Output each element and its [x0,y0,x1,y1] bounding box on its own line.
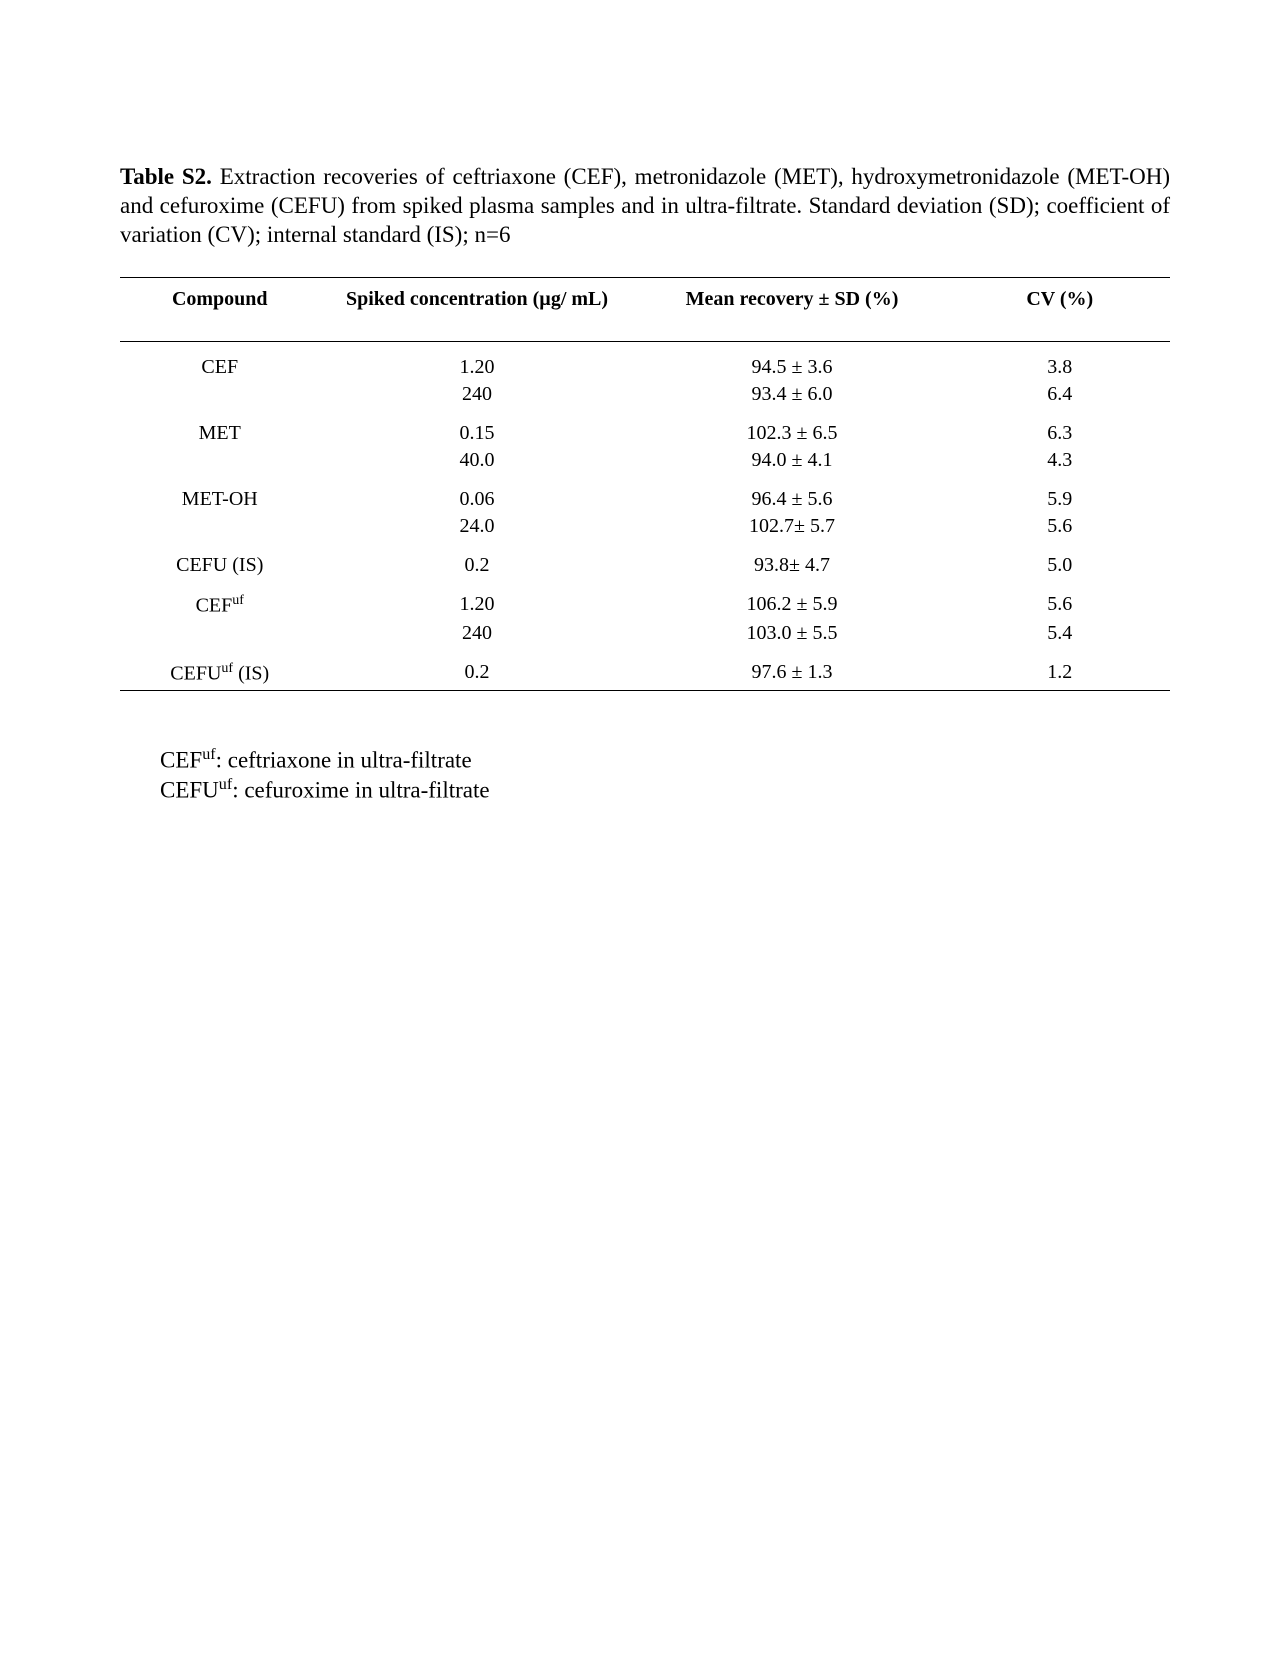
table-row: 24093.4 ± 6.06.4 [120,381,1170,408]
cell-recovery: 102.7± 5.7 [635,513,950,540]
cell-spiked: 1.20 [320,342,635,382]
table-row: CEFU (IS)0.293.8± 4.75.0 [120,540,1170,579]
table-row: CEFUuf (IS)0.297.6 ± 1.31.2 [120,647,1170,690]
cell-recovery: 102.3 ± 6.5 [635,408,950,447]
cell-compound [120,381,320,408]
footnote-line: CEFUuf: cefuroxime in ultra-filtrate [160,775,1170,805]
cell-compound: MET [120,408,320,447]
table-body: CEF1.2094.5 ± 3.63.824093.4 ± 6.06.4MET0… [120,342,1170,690]
cell-compound: CEFU (IS) [120,540,320,579]
cell-compound: MET-OH [120,474,320,513]
cell-compound [120,447,320,474]
cell-spiked: 0.2 [320,647,635,690]
cell-cv: 4.3 [950,447,1171,474]
cell-spiked: 0.06 [320,474,635,513]
document-page: Table S2. Extraction recoveries of ceftr… [0,0,1280,805]
cell-recovery: 93.8± 4.7 [635,540,950,579]
cell-cv: 6.4 [950,381,1171,408]
table-row: 24.0102.7± 5.75.6 [120,513,1170,540]
col-header-cv: CV (%) [950,278,1171,342]
cell-cv: 1.2 [950,647,1171,690]
cell-cv: 5.6 [950,513,1171,540]
cell-spiked: 0.2 [320,540,635,579]
footnotes: CEFuf: ceftriaxone in ultra-filtrateCEFU… [160,745,1170,806]
cell-compound: CEFUuf (IS) [120,647,320,690]
cell-spiked: 40.0 [320,447,635,474]
cell-cv: 5.4 [950,620,1171,647]
table-row: CEF1.2094.5 ± 3.63.8 [120,342,1170,382]
cell-spiked: 240 [320,381,635,408]
cell-compound: CEFuf [120,579,320,620]
recovery-table: Compound Spiked concentration (µg/ mL) M… [120,277,1170,690]
cell-recovery: 94.0 ± 4.1 [635,447,950,474]
cell-recovery: 97.6 ± 1.3 [635,647,950,690]
cell-cv: 6.3 [950,408,1171,447]
cell-spiked: 24.0 [320,513,635,540]
cell-compound: CEF [120,342,320,382]
table-label: Table S2. [120,164,212,189]
cell-cv: 3.8 [950,342,1171,382]
cell-recovery: 106.2 ± 5.9 [635,579,950,620]
table-row: 40.094.0 ± 4.14.3 [120,447,1170,474]
col-header-spiked: Spiked concentration (µg/ mL) [320,278,635,342]
table-header-row: Compound Spiked concentration (µg/ mL) M… [120,278,1170,342]
table-row: MET0.15102.3 ± 6.56.3 [120,408,1170,447]
footnote-line: CEFuf: ceftriaxone in ultra-filtrate [160,745,1170,775]
cell-recovery: 93.4 ± 6.0 [635,381,950,408]
cell-compound [120,620,320,647]
cell-spiked: 240 [320,620,635,647]
cell-spiked: 0.15 [320,408,635,447]
col-header-recovery: Mean recovery ± SD (%) [635,278,950,342]
cell-spiked: 1.20 [320,579,635,620]
cell-recovery: 96.4 ± 5.6 [635,474,950,513]
caption-text: Extraction recoveries of ceftriaxone (CE… [120,164,1170,247]
cell-recovery: 103.0 ± 5.5 [635,620,950,647]
cell-compound [120,513,320,540]
cell-recovery: 94.5 ± 3.6 [635,342,950,382]
col-header-compound: Compound [120,278,320,342]
cell-cv: 5.9 [950,474,1171,513]
cell-cv: 5.6 [950,579,1171,620]
table-caption: Table S2. Extraction recoveries of ceftr… [120,163,1170,249]
table-row: CEFuf1.20106.2 ± 5.95.6 [120,579,1170,620]
table-row: MET-OH0.0696.4 ± 5.65.9 [120,474,1170,513]
table-row: 240103.0 ± 5.55.4 [120,620,1170,647]
cell-cv: 5.0 [950,540,1171,579]
